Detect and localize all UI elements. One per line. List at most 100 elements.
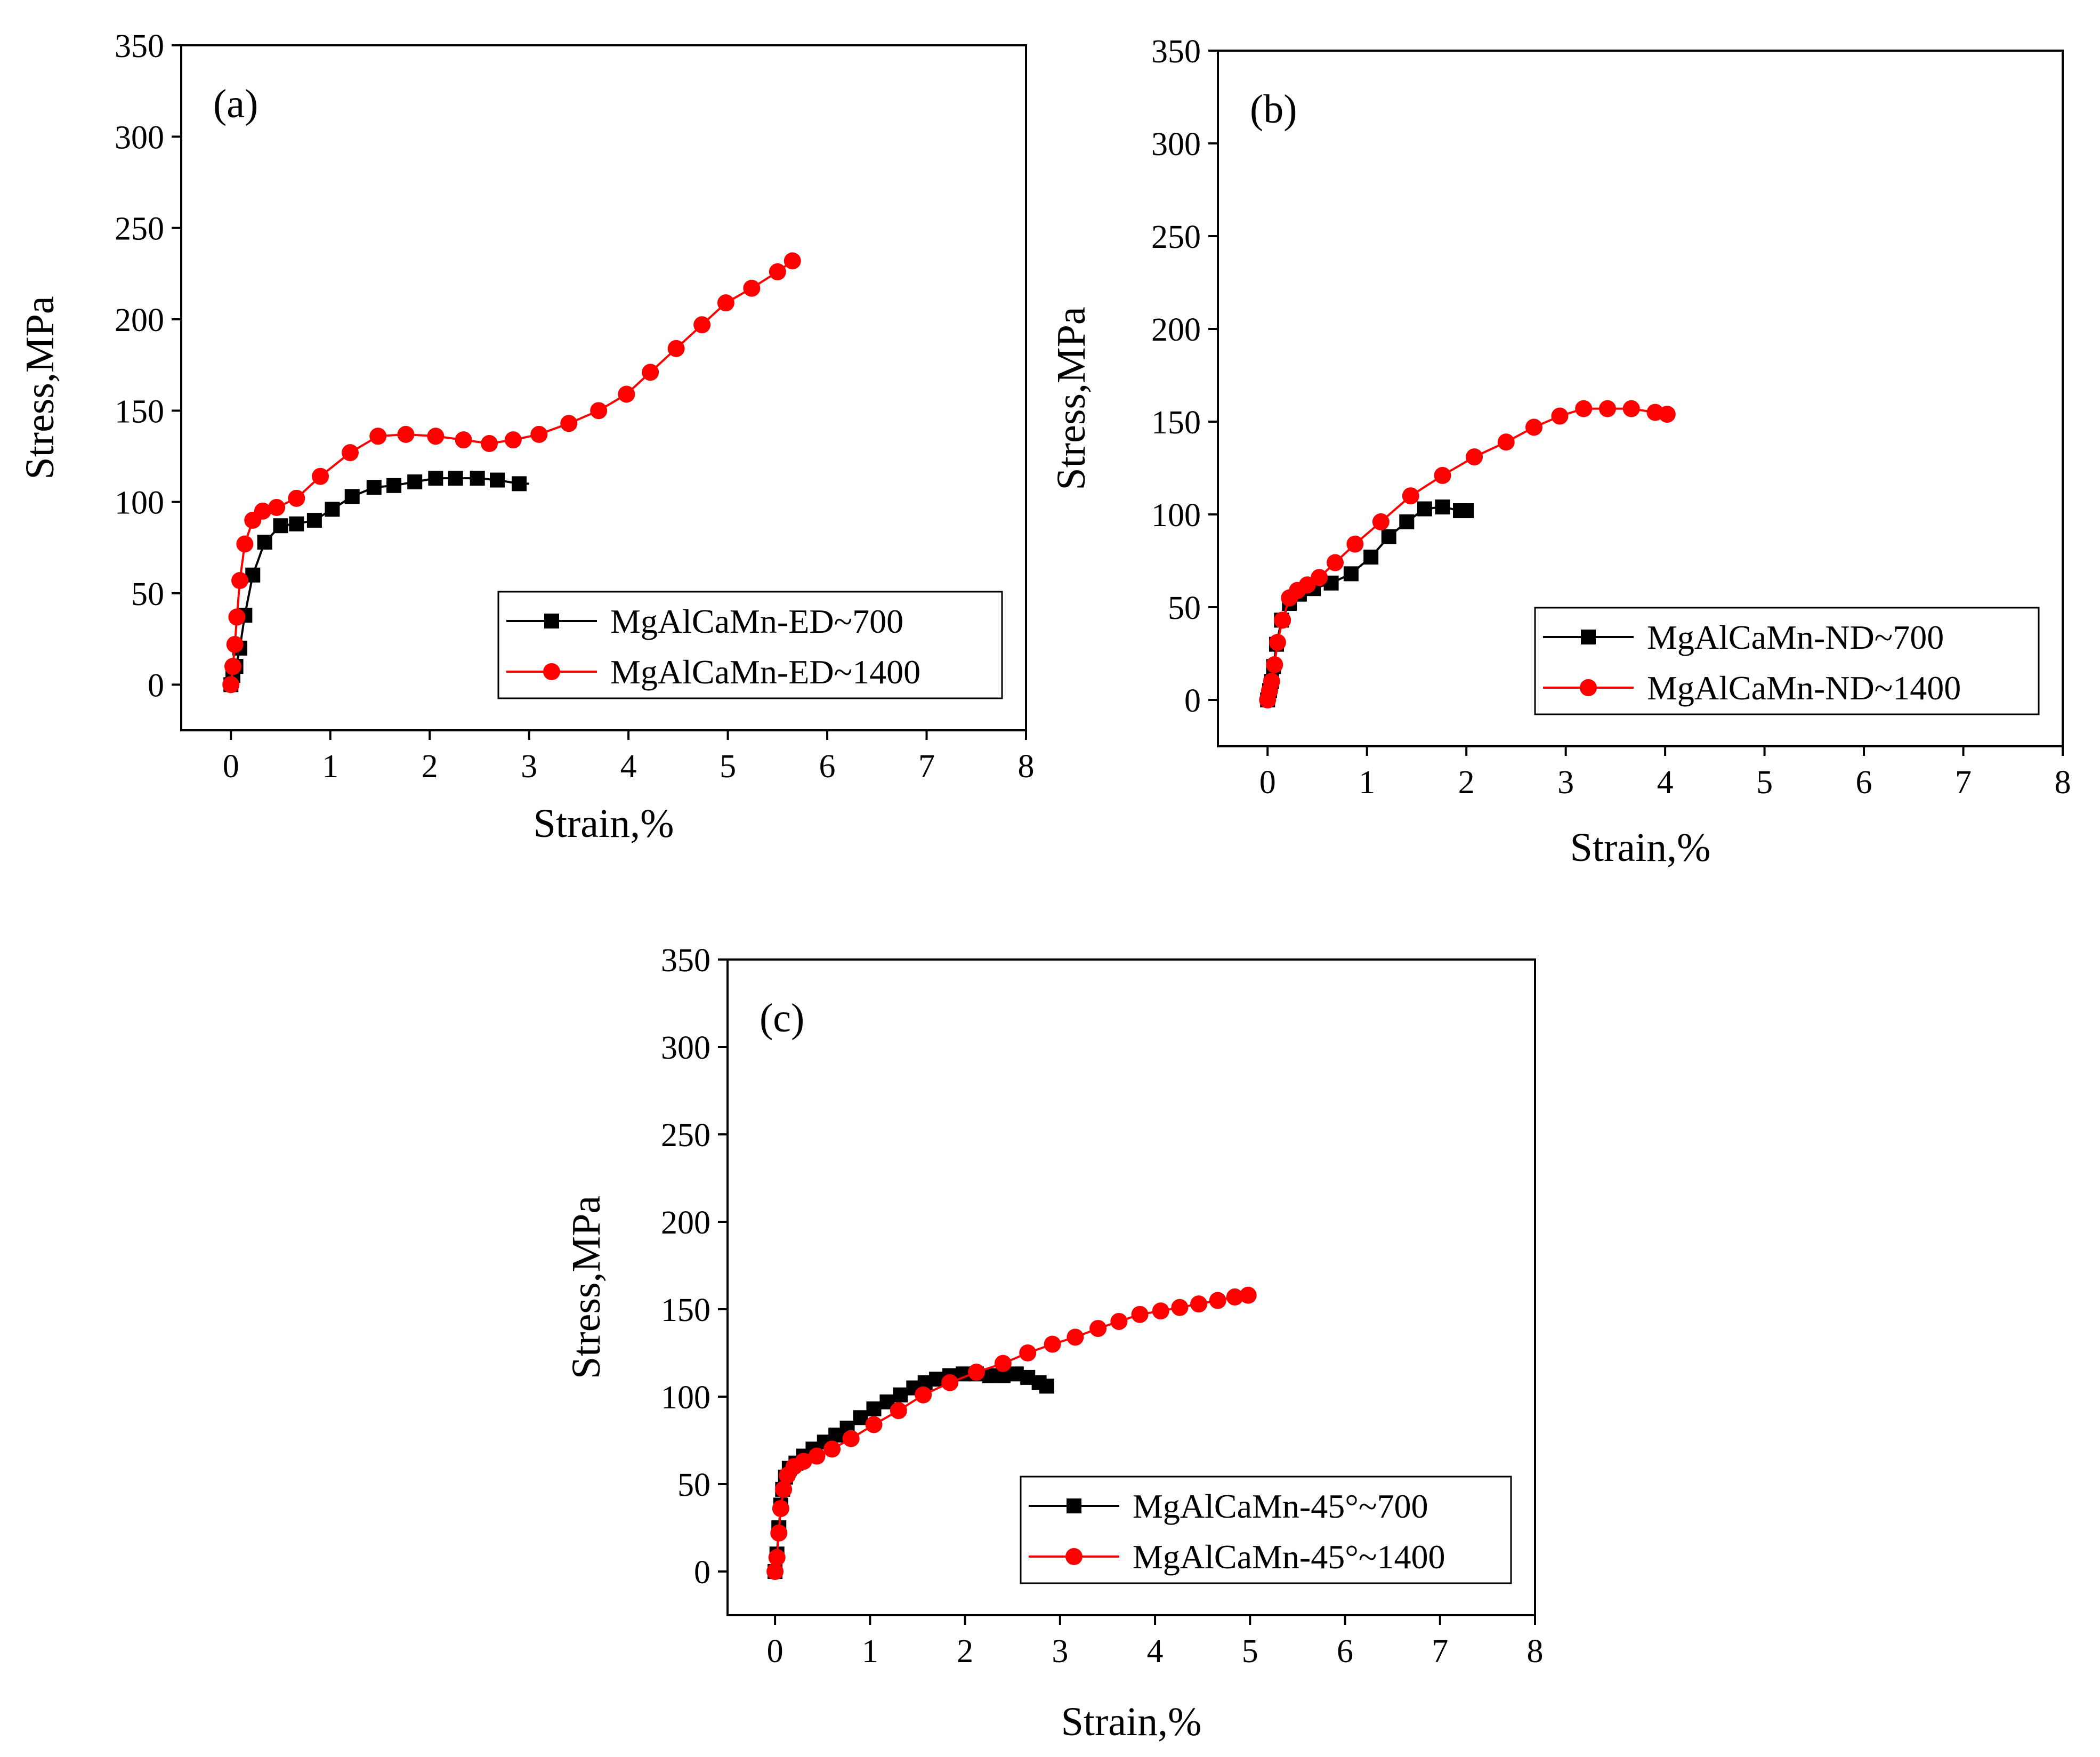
x-tick-label: 3: [521, 748, 537, 785]
data-point: [1381, 529, 1396, 544]
x-tick-label: 4: [1657, 764, 1674, 801]
y-tick-label: 150: [115, 393, 164, 430]
y-tick-label: 100: [115, 485, 164, 521]
data-point: [428, 471, 443, 486]
data-point: [1019, 1344, 1037, 1361]
data-point: [560, 415, 578, 432]
panel-label: (b): [1250, 87, 1297, 132]
data-point: [1402, 487, 1419, 505]
x-tick-label: 2: [1458, 764, 1475, 801]
y-tick-label: 250: [115, 211, 164, 247]
x-tick-label: 7: [1955, 764, 1972, 801]
data-point: [865, 1416, 883, 1433]
data-point: [618, 385, 635, 403]
x-tick-label: 0: [767, 1633, 784, 1670]
plot-frame: [1217, 50, 2064, 747]
data-point: [257, 535, 272, 550]
x-tick-label: 8: [2055, 764, 2071, 801]
data-point: [1274, 611, 1291, 629]
x-tick-label: 7: [918, 748, 935, 785]
data-point: [1266, 656, 1283, 673]
data-point: [766, 1563, 784, 1580]
data-point: [397, 425, 415, 443]
legend-marker: [1067, 1498, 1081, 1513]
data-point: [386, 478, 402, 493]
y-axis-title: Stress,MPa: [18, 296, 62, 479]
data-point: [717, 294, 734, 312]
data-point: [1131, 1305, 1149, 1323]
data-point: [590, 402, 608, 420]
data-point: [312, 468, 329, 485]
y-tick-label: 50: [677, 1467, 710, 1503]
data-point: [941, 1374, 959, 1391]
data-point: [427, 428, 445, 445]
data-point: [1089, 1320, 1107, 1337]
y-tick-label: 0: [148, 667, 164, 704]
data-point: [231, 572, 249, 590]
data-point: [1372, 513, 1390, 530]
legend-marker: [1580, 679, 1597, 696]
data-point: [306, 512, 322, 528]
data-point: [866, 1401, 882, 1416]
y-tick-label: 350: [115, 28, 164, 65]
data-point: [1039, 1379, 1054, 1394]
legend-label: MgAlCaMn-45°~700: [1133, 1487, 1428, 1525]
data-point: [1263, 673, 1280, 690]
x-axis-title: Strain,%: [534, 801, 674, 846]
data-point: [1226, 1288, 1243, 1306]
data-point: [325, 502, 340, 517]
y-tick-label: 100: [1151, 497, 1201, 534]
y-tick-label: 350: [1151, 34, 1201, 70]
data-point: [1327, 554, 1344, 571]
y-tick-label: 250: [661, 1117, 710, 1154]
data-point: [504, 431, 522, 449]
x-tick-label: 3: [1557, 764, 1574, 801]
y-tick-label: 0: [1184, 683, 1201, 719]
data-point: [772, 1500, 789, 1517]
data-point: [667, 340, 685, 357]
data-point: [853, 1410, 868, 1425]
y-tick-label: 250: [1151, 219, 1201, 255]
data-point: [1399, 514, 1415, 529]
x-tick-label: 7: [1432, 1633, 1448, 1670]
data-point: [642, 364, 659, 381]
y-tick-label: 200: [1151, 312, 1201, 348]
plot-frame: [180, 44, 1027, 731]
data-point: [228, 608, 246, 626]
data-point: [1575, 400, 1593, 417]
data-point: [1598, 400, 1616, 417]
data-point: [366, 480, 382, 495]
y-tick-label: 50: [1168, 590, 1201, 626]
legend-label: MgAlCaMn-45°~1400: [1133, 1538, 1445, 1576]
data-point: [236, 535, 254, 553]
data-point: [893, 1387, 908, 1403]
x-axis-title: Strain,%: [1061, 1699, 1202, 1744]
data-point: [1343, 566, 1359, 582]
data-point: [770, 1524, 788, 1542]
x-tick-label: 1: [862, 1633, 878, 1670]
x-tick-label: 5: [720, 748, 736, 785]
data-point: [512, 476, 527, 491]
data-point: [1152, 1302, 1169, 1320]
data-point: [1363, 550, 1379, 565]
data-point: [1346, 535, 1364, 553]
data-point: [769, 263, 786, 280]
data-point: [489, 472, 505, 488]
y-tick-label: 100: [661, 1380, 710, 1416]
data-point: [1269, 634, 1286, 651]
data-point: [254, 502, 271, 520]
data-point: [470, 471, 485, 486]
series-1400: [1259, 400, 1676, 708]
data-point: [784, 252, 801, 270]
panel-label: (a): [213, 82, 258, 126]
y-tick-label: 0: [694, 1554, 710, 1591]
x-tick-label: 5: [1242, 1633, 1258, 1670]
x-tick-label: 8: [1527, 1633, 1544, 1670]
data-point: [530, 425, 548, 443]
y-tick-label: 150: [1151, 405, 1201, 441]
data-point: [344, 489, 360, 504]
data-point: [1190, 1295, 1208, 1313]
data-point: [455, 431, 472, 449]
data-point: [823, 1440, 841, 1458]
